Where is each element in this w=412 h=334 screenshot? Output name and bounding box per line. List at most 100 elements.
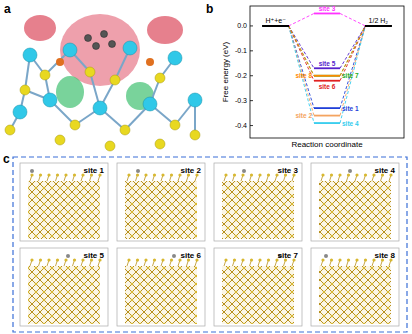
- atom: [85, 67, 95, 77]
- connector: [340, 26, 365, 123]
- connector: [340, 26, 365, 68]
- atom: [144, 258, 147, 261]
- isosurface: [56, 76, 84, 108]
- connector: [289, 26, 314, 81]
- energy-level: [263, 25, 289, 27]
- connector: [289, 26, 314, 123]
- connector: [340, 26, 365, 76]
- atom: [355, 173, 358, 176]
- atom: [70, 120, 80, 130]
- atom: [258, 173, 261, 176]
- y-tick: [250, 50, 253, 51]
- atom: [47, 173, 50, 176]
- atom: [101, 31, 108, 38]
- atom: [233, 258, 236, 261]
- site-label: site 1: [84, 166, 105, 175]
- slab: [125, 266, 197, 324]
- atom: [93, 101, 107, 115]
- slab: [28, 181, 100, 239]
- series-label: site 4: [342, 120, 359, 127]
- energy-level: [365, 25, 391, 27]
- atom: [347, 173, 350, 176]
- atom: [170, 173, 173, 176]
- atom: [127, 258, 130, 261]
- connector: [289, 13, 314, 25]
- atom: [56, 173, 59, 176]
- atom: [258, 258, 261, 261]
- atom: [56, 258, 59, 261]
- panel-c: site 1site 2site 3site 4site 5site 6site…: [13, 157, 407, 332]
- energy-level: [263, 25, 289, 27]
- x-axis-label: Reaction coordinate: [291, 140, 363, 149]
- series-label: site 8: [295, 72, 312, 79]
- slab: [28, 266, 100, 324]
- atom: [105, 141, 115, 151]
- atom: [155, 73, 165, 83]
- energy-level: [263, 25, 289, 27]
- adsorbed-h: [172, 254, 176, 258]
- energy-level: [314, 122, 340, 124]
- atom: [30, 258, 33, 261]
- atom: [155, 139, 165, 149]
- atom: [161, 173, 164, 176]
- y-tick: [250, 125, 253, 126]
- series-label: site 1: [342, 105, 359, 112]
- series-label: site 2: [295, 112, 312, 119]
- connector: [289, 26, 314, 68]
- slab: [319, 266, 391, 324]
- marks: [263, 13, 392, 123]
- atom: [85, 35, 92, 42]
- site-label: site 4: [375, 166, 396, 175]
- atom: [168, 51, 182, 65]
- atom: [63, 43, 77, 57]
- atom: [23, 48, 37, 62]
- plot-frame: [250, 6, 404, 138]
- atom: [93, 43, 100, 50]
- adsorbed-h: [348, 169, 352, 173]
- energy-level: [314, 107, 340, 109]
- structure-cell: [214, 163, 302, 241]
- energy-level: [365, 25, 391, 27]
- atom: [330, 173, 333, 176]
- site-label: site 8: [375, 251, 396, 260]
- y-tick-label: 0.0: [237, 22, 247, 29]
- series-label: site 5: [319, 60, 336, 67]
- atom: [321, 258, 324, 261]
- site-label: site 6: [181, 251, 202, 260]
- state-label: 1/2 H₂: [369, 17, 389, 24]
- y-tick-label: -0.4: [235, 122, 247, 129]
- atom: [364, 258, 367, 261]
- isosurface: [147, 16, 183, 44]
- energy-level: [365, 25, 391, 27]
- series-label: site 3: [319, 5, 336, 12]
- energy-level: [263, 25, 289, 27]
- panel-label: b: [206, 2, 213, 16]
- y-axis-label: Free energy (eV): [221, 41, 230, 102]
- atom: [110, 75, 120, 85]
- atom: [364, 173, 367, 176]
- energy-level: [365, 25, 391, 27]
- atom: [267, 258, 270, 261]
- y-tick-label: -0.3: [235, 97, 247, 104]
- isosurface: [24, 15, 56, 41]
- y-tick: [250, 100, 253, 101]
- atom: [127, 173, 130, 176]
- atom: [188, 93, 202, 107]
- energy-level: [263, 25, 289, 27]
- atom: [56, 58, 64, 66]
- panel-b: 0.0-0.1-0.2-0.3-0.4Free energy (eV)React…: [221, 5, 404, 149]
- structure-cell: [20, 248, 108, 326]
- atom: [224, 258, 227, 261]
- isosurface: [60, 14, 140, 86]
- energy-level: [263, 25, 289, 27]
- atom: [73, 258, 76, 261]
- atom: [161, 258, 164, 261]
- atom: [338, 258, 341, 261]
- structure-cell: [117, 248, 205, 326]
- connector: [340, 26, 365, 76]
- connector: [340, 13, 365, 25]
- slab: [319, 181, 391, 239]
- dashed-box: [13, 157, 407, 332]
- atom: [120, 125, 130, 135]
- atom: [250, 173, 253, 176]
